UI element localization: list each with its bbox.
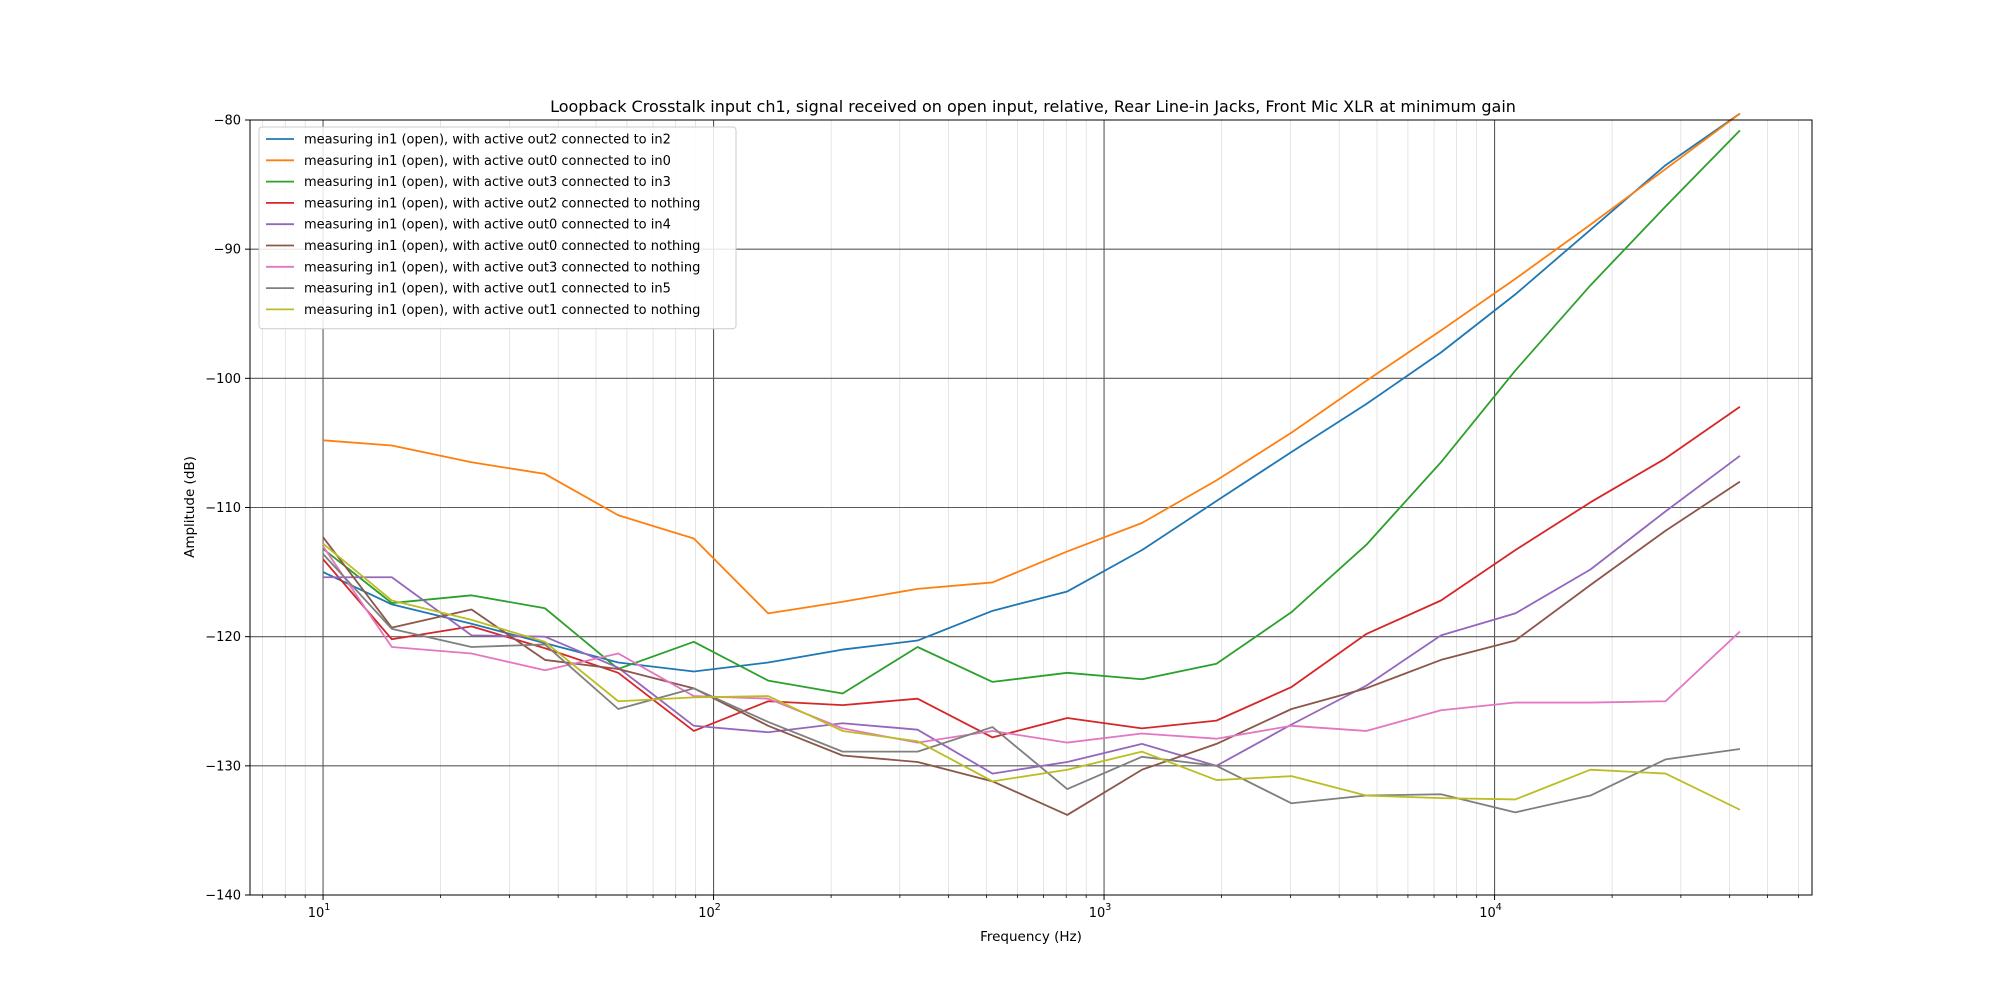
axis-ticks: 101 102 103 104 −140 −130 −120 −110 −100 −90 −80	[205, 114, 1799, 921]
y-tick-label: −100	[205, 372, 241, 387]
y-tick-label: −80	[214, 114, 241, 129]
legend-entry-8: measuring in1 (open), with active out1 c…	[304, 282, 671, 297]
x-tick-label: 101	[308, 902, 331, 921]
legend-entry-5: measuring in1 (open), with active out0 c…	[304, 218, 671, 233]
legend-entry-3: measuring in1 (open), with active out3 c…	[304, 175, 671, 190]
y-tick-label: −120	[205, 630, 241, 645]
y-tick-label: −140	[205, 889, 241, 904]
legend-entry-9: measuring in1 (open), with active out1 c…	[304, 303, 700, 318]
legend-entry-7: measuring in1 (open), with active out3 c…	[304, 260, 700, 275]
series-line-3	[322, 129, 1741, 695]
x-tick-label: 104	[1479, 902, 1502, 921]
y-tick-label: −130	[205, 759, 241, 774]
chart-title: Loopback Crosstalk input ch1, signal rec…	[550, 97, 1516, 116]
legend-box	[258, 126, 737, 330]
legend-entry-4: measuring in1 (open), with active out2 c…	[304, 196, 700, 211]
y-tick-label: −90	[214, 243, 241, 258]
series-line-9	[322, 542, 1741, 811]
legend-entry-6: measuring in1 (open), with active out0 c…	[304, 239, 700, 254]
x-tick-label: 103	[1089, 902, 1112, 921]
legend-entry-1: measuring in1 (open), with active out2 c…	[304, 133, 671, 148]
y-tick-label: −110	[205, 501, 241, 516]
series-line-8	[322, 553, 1741, 814]
series-line-1	[322, 112, 1741, 673]
series-line-7	[322, 545, 1741, 744]
series-lines	[322, 112, 1741, 816]
y-axis-label: Amplitude (dB)	[182, 456, 198, 558]
x-axis-label: Frequency (Hz)	[980, 929, 1082, 945]
series-line-5	[323, 455, 1741, 775]
series-line-6	[322, 480, 1741, 816]
x-tick-label: 102	[698, 902, 721, 921]
legend-entry-2: measuring in1 (open), with active out0 c…	[304, 154, 671, 169]
legend: measuring in1 (open), with active out2 c…	[258, 126, 737, 330]
series-line-2	[322, 112, 1741, 615]
